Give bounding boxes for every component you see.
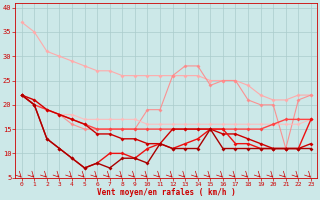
X-axis label: Vent moyen/en rafales ( km/h ): Vent moyen/en rafales ( km/h ) <box>97 188 236 197</box>
